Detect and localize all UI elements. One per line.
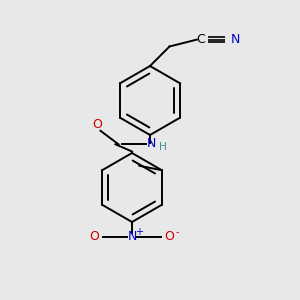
Text: O: O: [93, 118, 102, 131]
Text: N: N: [231, 33, 240, 46]
Text: H: H: [159, 142, 167, 152]
Text: -: -: [175, 227, 179, 238]
Text: O: O: [165, 230, 174, 244]
Text: +: +: [135, 227, 142, 237]
Text: N: N: [127, 230, 137, 244]
Text: N: N: [147, 137, 156, 150]
Text: O: O: [90, 230, 99, 244]
Text: C: C: [196, 33, 205, 46]
